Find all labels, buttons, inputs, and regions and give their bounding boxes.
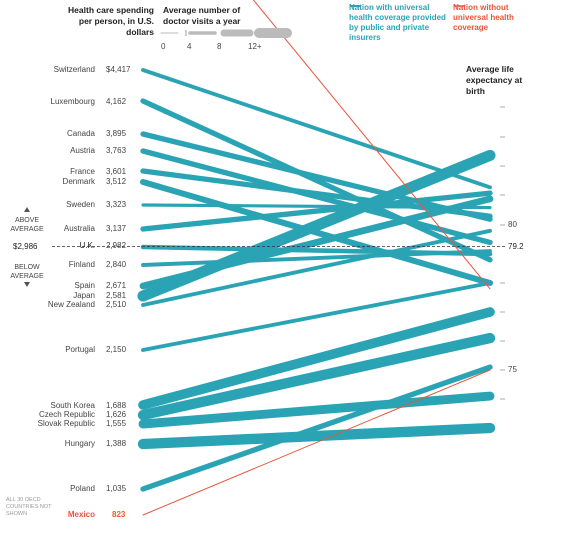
spending-label-austria: 3,763 [106, 146, 127, 155]
line-austria [140, 148, 493, 246]
right-axis-title: Average life expectancy at birth [466, 64, 523, 96]
line-new-zealand [141, 228, 492, 307]
arrow-down-icon [24, 282, 30, 287]
country-label-spain: Spain [74, 281, 95, 290]
country-label-australia: Australia [63, 224, 95, 233]
country-label-czech-republic: Czech Republic [38, 410, 95, 419]
line-mexico [142, 369, 491, 516]
spending-label-denmark: 3,512 [106, 177, 127, 186]
above-average-label: ABOVE AVERAGE [10, 217, 44, 233]
country-label-slovak-republic: Slovak Republic [37, 419, 95, 428]
line-finland [141, 249, 492, 267]
country-label-mexico: Mexico [67, 510, 95, 519]
line-france [140, 168, 493, 219]
size-legend-tick-8: 8 [217, 42, 222, 51]
line-switzerland [141, 68, 492, 190]
spending-label-australia: 3,137 [106, 224, 127, 233]
country-label-poland: Poland [70, 484, 95, 493]
spending-label-poland: 1,035 [106, 484, 127, 493]
left-axis-title: Health care spending per person, in U.S.… [68, 5, 154, 37]
country-label-portugal: Portugal [65, 345, 95, 354]
spending-label-finland: 2,840 [106, 260, 127, 269]
line-portugal [141, 281, 492, 352]
line-poland [140, 364, 493, 492]
country-label-new-zealand: New Zealand [47, 300, 95, 309]
line-denmark [139, 178, 494, 287]
right-tick-75: 75 [508, 365, 517, 374]
line-slovak-republic [138, 391, 495, 429]
spending-label-slovak-republic: 1,555 [106, 419, 127, 428]
line-united-states [252, 0, 491, 290]
arrow-up-icon [24, 207, 30, 212]
footnote: ALL 30 OECD COUNTRIES NOT SHOWN [6, 497, 52, 517]
right-tick-average: 79.2 [508, 242, 524, 251]
size-legend-title: Average number of doctor visits a year [163, 5, 241, 26]
spending-label-canada: 3,895 [106, 129, 127, 138]
line-australia [140, 190, 493, 232]
country-label-canada: Canada [66, 129, 95, 138]
country-label-austria: Austria [70, 146, 95, 155]
country-label-japan: Japan [73, 291, 95, 300]
spending-label-luxembourg: 4,162 [106, 97, 127, 106]
spending-label-portugal: 2,150 [106, 345, 127, 354]
line-japan [137, 149, 496, 302]
country-label-france: France [70, 167, 95, 176]
slope-lines [137, 0, 496, 516]
line-czech-republic [137, 332, 496, 421]
spending-label-spain: 2,671 [106, 281, 127, 290]
country-label-switzerland: Switzerland [53, 65, 95, 74]
spending-label-new-zealand: 2,510 [106, 300, 127, 309]
spending-label-uk: 2,982 [106, 241, 127, 250]
country-label-denmark: Denmark [62, 177, 95, 186]
spending-label-france: 3,601 [106, 167, 127, 176]
spending-label-south-korea: 1,688 [106, 401, 127, 410]
chart-overlay [24, 5, 505, 400]
spending-label-czech-republic: 1,626 [106, 410, 127, 419]
spending-label-mexico: 823 [112, 510, 126, 519]
country-label-south-korea: South Korea [50, 401, 95, 410]
size-legend-tick-4: 4 [187, 42, 192, 51]
spending-label-hungary: 1,388 [106, 439, 127, 448]
spending-label-switzerland: $4,417 [106, 65, 131, 74]
spending-label-sweden: 3,323 [106, 200, 127, 209]
average-spending-label: $2,986 [13, 242, 38, 251]
spending-label-japan: 2,581 [106, 291, 127, 300]
country-label-luxembourg: Luxembourg [50, 97, 95, 106]
country-label-sweden: Sweden [66, 200, 95, 209]
line-luxembourg [140, 98, 493, 263]
legend-universal-label: Nation with universal health coverage pr… [349, 3, 446, 42]
country-label-finland: Finland [68, 260, 95, 269]
below-average-label: BELOW AVERAGE [10, 264, 44, 280]
size-legend-tick-12: 12+ [248, 42, 262, 51]
line-sweden [141, 203, 492, 210]
line-canada [140, 131, 493, 222]
legend-uninsured-label: Nation without universal health coverage [453, 3, 514, 32]
country-label-uk: U.K. [79, 241, 95, 250]
line-hungary [137, 422, 496, 450]
size-legend-tick-0: 0 [161, 42, 166, 51]
line-south-korea [138, 307, 495, 410]
country-label-hungary: Hungary [64, 439, 95, 448]
right-tick-80: 80 [508, 220, 517, 229]
